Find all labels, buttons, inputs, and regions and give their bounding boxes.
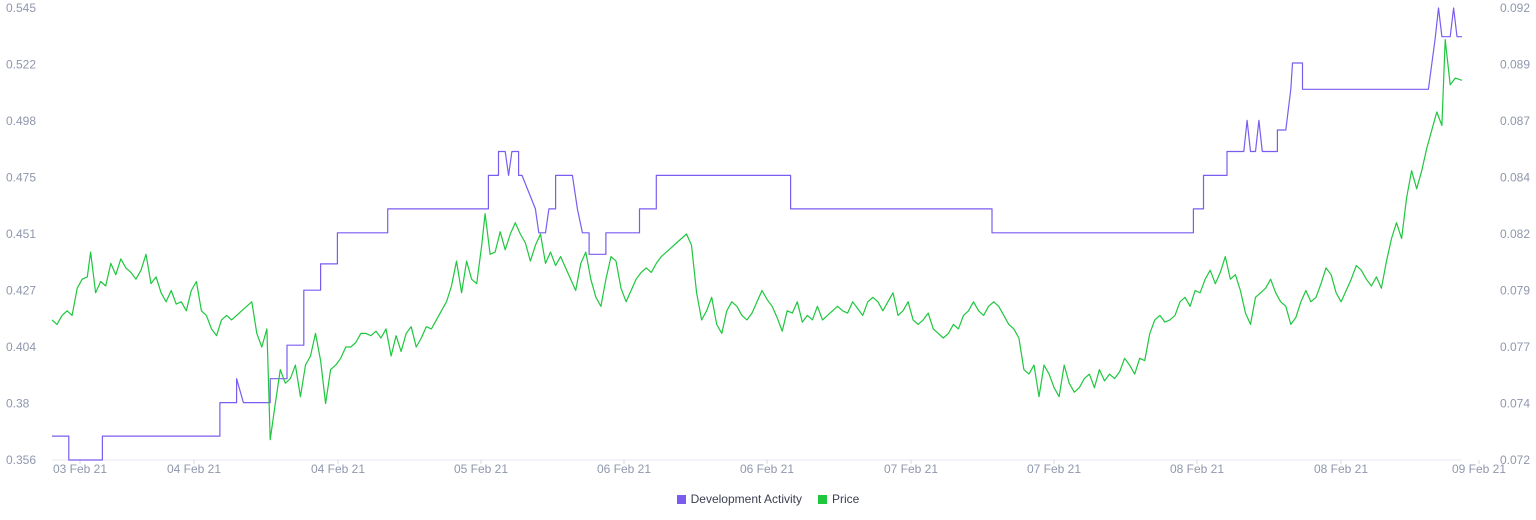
legend-label-development-activity: Development Activity [690,492,803,506]
x-tick-label: 04 Feb 21 [311,462,365,476]
x-tick-label: 09 Feb 21 [1452,462,1506,476]
y-left-tick-label: 0.427 [6,284,36,298]
y-left-tick-label: 0.498 [6,114,36,128]
y-right-tick-label: 0.089 [1500,58,1530,72]
y-left-tick-label: 0.404 [6,340,36,354]
y-right-tick-label: 0.082 [1500,227,1530,241]
y-left-tick-label: 0.451 [6,227,36,241]
y-left-tick-label: 0.545 [6,1,36,15]
x-tick-label: 06 Feb 21 [740,462,794,476]
y-right-tick-label: 0.092 [1500,1,1530,15]
y-axis-right: 0.072 0.074 0.077 0.079 0.082 0.084 0.087 0.089… [1500,1,1530,467]
y-right-tick-label: 0.079 [1500,284,1530,298]
y-left-tick-label: 0.356 [6,453,36,467]
y-right-tick-label: 0.074 [1500,397,1530,411]
y-axis-left: 0.356 0.38 0.404 0.427 0.451 0.475 0.498 0.522 0… [6,1,36,467]
x-tick-label: 08 Feb 21 [1170,462,1224,476]
legend-item-development-activity[interactable]: Development Activity [676,492,803,506]
y-right-tick-label: 0.087 [1500,114,1530,128]
x-tick-label: 06 Feb 21 [597,462,651,476]
legend-swatch-price [818,494,828,504]
y-right-tick-label: 0.077 [1500,340,1530,354]
x-tick-label: 07 Feb 21 [884,462,938,476]
x-axis: 03 Feb 21 04 Feb 21 04 Feb 21 05 Feb 21 06 F… [53,460,1506,476]
y-right-tick-label: 0.084 [1500,171,1530,185]
x-tick-label: 03 Feb 21 [53,462,107,476]
x-tick-label: 08 Feb 21 [1314,462,1368,476]
series-line-price[interactable] [51,39,1463,441]
y-left-tick-label: 0.522 [6,58,36,72]
legend-item-price[interactable]: Price [818,492,859,506]
x-tick-label: 07 Feb 21 [1027,462,1081,476]
series-layer [51,7,1463,461]
legend-swatch-development-activity [676,494,686,504]
legend: Development Activity Price [0,492,1536,506]
y-right-tick-label: 0.072 [1500,453,1530,467]
y-left-tick-label: 0.475 [6,171,36,185]
chart-svg: 0.356 0.38 0.404 0.427 0.451 0.475 0.498 0.522 0… [6,1,1530,476]
x-tick-label: 05 Feb 21 [454,462,508,476]
series-line-development-activity[interactable] [52,7,1462,461]
x-tick-label: 04 Feb 21 [167,462,221,476]
legend-label-price: Price [832,492,860,506]
y-left-tick-label: 0.38 [6,397,30,411]
